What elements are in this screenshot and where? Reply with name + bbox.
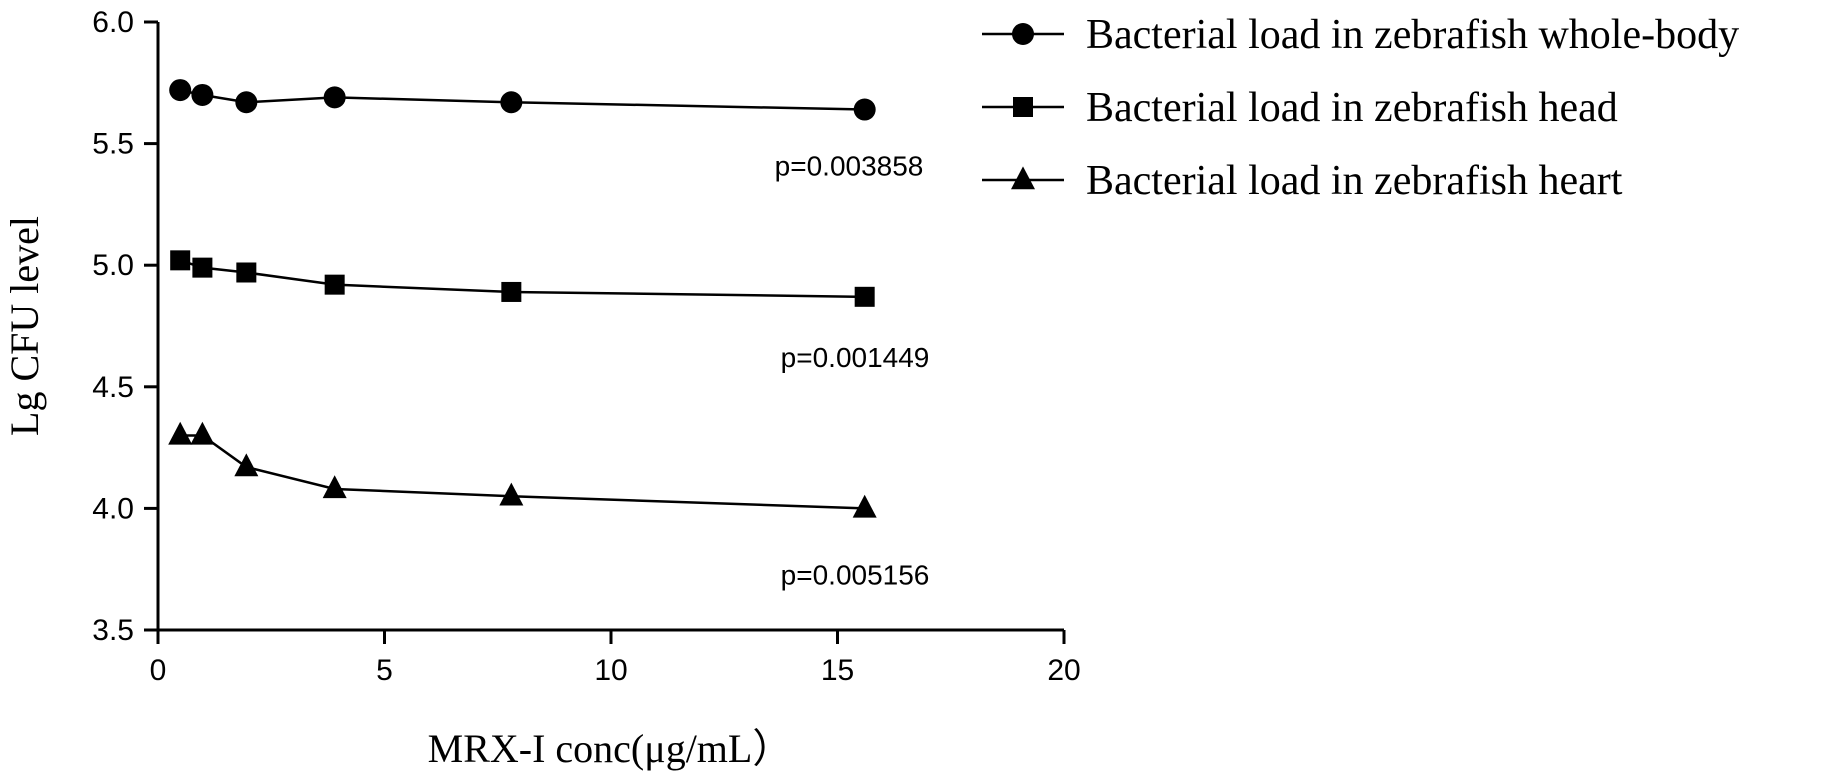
p-value-annotation: p=0.001449 (781, 342, 930, 373)
series-group (168, 79, 877, 518)
legend-item: Bacterial load in zebrafish heart (982, 158, 1623, 204)
data-point-triangle (234, 453, 259, 477)
series-line (179, 88, 865, 111)
y-tick-label: 4.5 (92, 371, 134, 404)
y-tick-label: 5.0 (92, 249, 134, 282)
data-point-triangle (190, 421, 215, 445)
data-point-square (236, 262, 257, 283)
data-point-circle (853, 98, 876, 121)
legend-item: Bacterial load in zebrafish head (982, 85, 1618, 131)
data-point-triangle (322, 475, 347, 499)
y-tick-label: 4.0 (92, 492, 134, 525)
annotations: p=0.003858 p=0.001449 p=0.005156 (775, 151, 930, 591)
data-point-circle (169, 79, 192, 102)
x-tick-label: 5 (376, 654, 393, 687)
series-line (180, 434, 865, 510)
legend-item: Bacterial load in zebrafish whole-body (982, 12, 1739, 58)
x-tick-label: 10 (594, 654, 627, 687)
data-point-triangle (168, 421, 193, 445)
legend-marker-square (1013, 97, 1033, 117)
series-triangle (168, 421, 877, 518)
data-point-circle (323, 86, 346, 109)
data-point-square (170, 250, 191, 271)
x-tick-label: 0 (150, 654, 167, 687)
legend-marker-circle (1012, 23, 1034, 45)
data-point-triangle (499, 482, 524, 506)
y-axis-title: Lg CFU level (2, 216, 47, 436)
series-square (170, 250, 875, 307)
y-ticks: 3.5 4.0 4.5 5.0 5.5 6.0 (92, 6, 158, 647)
data-point-circle (235, 91, 258, 114)
data-point-square (501, 281, 522, 302)
x-axis-title: MRX-I conc(μg/mL） (428, 726, 793, 771)
series-line (179, 259, 865, 299)
data-point-triangle (852, 494, 877, 518)
y-tick-label: 6.0 (92, 6, 134, 39)
axes (156, 22, 1064, 632)
y-tick-label: 5.5 (92, 128, 134, 161)
legend-label: Bacterial load in zebrafish whole-body (1086, 12, 1739, 58)
p-value-annotation: p=0.003858 (775, 151, 924, 182)
p-value-annotation: p=0.005156 (781, 559, 930, 590)
series-circle (169, 79, 876, 121)
legend-marker-triangle (1011, 166, 1035, 190)
x-ticks: 0 5 10 15 20 (150, 630, 1081, 687)
legend: Bacterial load in zebrafish whole-body Ba… (982, 12, 1739, 204)
x-tick-label: 15 (821, 654, 854, 687)
data-point-square (324, 274, 345, 295)
legend-label: Bacterial load in zebrafish heart (1086, 158, 1623, 204)
data-point-square (192, 257, 213, 278)
x-tick-label: 20 (1047, 654, 1080, 687)
data-point-circle (191, 83, 214, 106)
legend-label: Bacterial load in zebrafish head (1086, 85, 1618, 131)
data-point-square (854, 286, 875, 307)
data-point-circle (500, 91, 523, 114)
y-tick-label: 3.5 (92, 614, 134, 647)
